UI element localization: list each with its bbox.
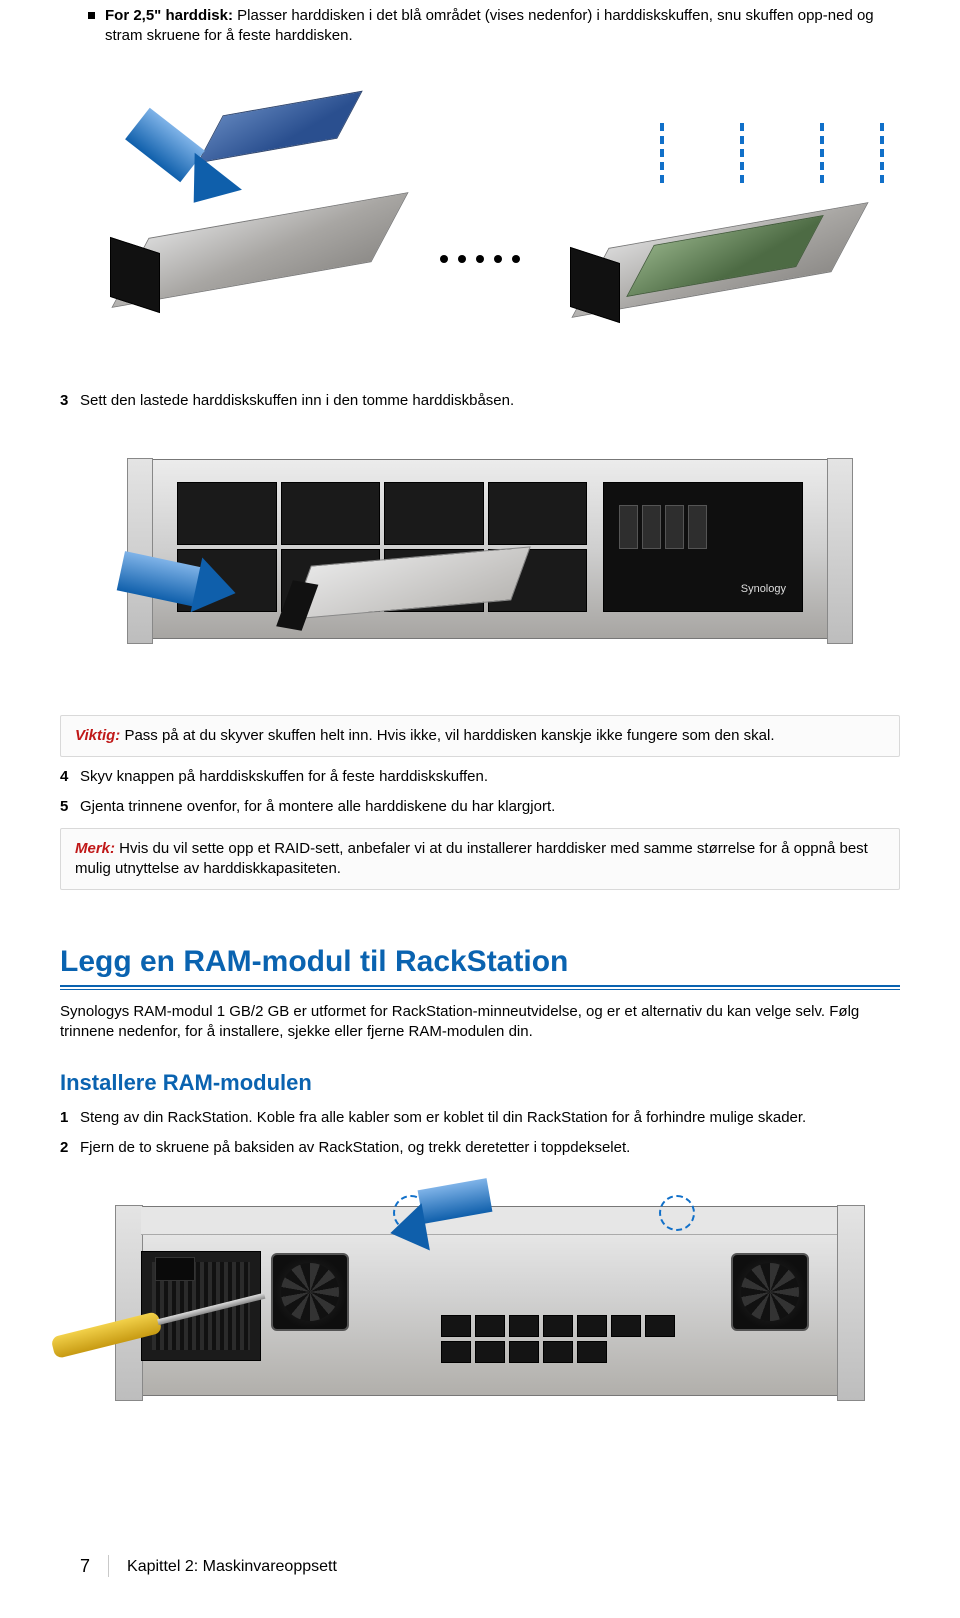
section-intro: Synologys RAM-modul 1 GB/2 GB er utforme… bbox=[60, 1002, 900, 1043]
step-number: 3 bbox=[60, 391, 80, 411]
drive-bay bbox=[177, 482, 277, 545]
section-heading: Legg en RAM-modul til RackStation bbox=[60, 942, 900, 983]
bullet-item: For 2,5" harddisk: Plasser harddisken i … bbox=[88, 6, 900, 47]
screw-dash-line bbox=[880, 123, 884, 183]
bullet-lead: For 2,5" harddisk: bbox=[105, 7, 233, 24]
section-rule bbox=[60, 985, 900, 990]
callout-text: Pass på at du skyver skuffen helt inn. H… bbox=[120, 727, 774, 744]
page-footer: 7 Kapittel 2: Maskinvareoppsett bbox=[60, 1546, 900, 1578]
bullet-text: For 2,5" harddisk: Plasser harddisken i … bbox=[105, 6, 900, 47]
brand-label: Synology bbox=[741, 582, 786, 597]
callout-viktig: Viktig: Pass på at du skyver skuffen hel… bbox=[60, 715, 900, 757]
drive-bay bbox=[281, 482, 381, 545]
step-4: 4 Skyv knappen på harddiskskuffen for å … bbox=[60, 767, 900, 787]
figure-rack-front: Synology bbox=[60, 429, 900, 689]
fan bbox=[731, 1253, 809, 1331]
screw-dash-line bbox=[820, 123, 824, 183]
page-number: 7 bbox=[80, 1554, 90, 1578]
step-number: 1 bbox=[60, 1108, 80, 1128]
hdd-blue bbox=[197, 90, 363, 163]
step-text: Fjern de to skruene på baksiden av RackS… bbox=[80, 1138, 900, 1158]
fan bbox=[271, 1253, 349, 1331]
step-number: 5 bbox=[60, 797, 80, 817]
step-number: 4 bbox=[60, 767, 80, 787]
step-5: 5 Gjenta trinnene ovenfor, for å montere… bbox=[60, 797, 900, 817]
callout-lead: Merk: bbox=[75, 840, 115, 857]
front-slots bbox=[619, 505, 707, 549]
screw-indicator-circle bbox=[659, 1195, 695, 1231]
footer-separator bbox=[108, 1555, 109, 1577]
transition-dots bbox=[440, 255, 520, 263]
subsection-heading: Installere RAM-modulen bbox=[60, 1068, 900, 1098]
step-text: Skyv knappen på harddiskskuffen for å fe… bbox=[80, 767, 900, 787]
screw-dash-line bbox=[660, 123, 664, 183]
drive-bay bbox=[384, 482, 484, 545]
step-3: 3 Sett den lastede harddiskskuffen inn i… bbox=[60, 391, 900, 411]
figure-rack-back bbox=[60, 1176, 900, 1456]
step-text: Steng av din RackStation. Koble fra alle… bbox=[80, 1108, 900, 1128]
drive-bay bbox=[488, 482, 588, 545]
step-number: 2 bbox=[60, 1138, 80, 1158]
sub-step-1: 1 Steng av din RackStation. Koble fra al… bbox=[60, 1108, 900, 1128]
step-text: Sett den lastede harddiskskuffen inn i d… bbox=[80, 391, 900, 411]
screw-dash-line bbox=[740, 123, 744, 183]
chapter-label: Kapittel 2: Maskinvareoppsett bbox=[127, 1556, 337, 1578]
callout-text: Hvis du vil sette opp et RAID-sett, anbe… bbox=[75, 840, 868, 877]
callout-merk: Merk: Hvis du vil sette opp et RAID-sett… bbox=[60, 828, 900, 891]
figure-tray-assembly bbox=[60, 65, 900, 365]
step-text: Gjenta trinnene ovenfor, for å montere a… bbox=[80, 797, 900, 817]
front-panel: Synology bbox=[603, 482, 803, 612]
power-switch bbox=[155, 1257, 195, 1281]
square-bullet-icon bbox=[88, 12, 95, 19]
tray-left bbox=[130, 215, 390, 285]
io-ports bbox=[441, 1315, 681, 1375]
rack-chassis-front: Synology bbox=[150, 459, 830, 639]
sub-step-2: 2 Fjern de to skruene på baksiden av Rac… bbox=[60, 1138, 900, 1158]
callout-lead: Viktig: bbox=[75, 727, 120, 744]
